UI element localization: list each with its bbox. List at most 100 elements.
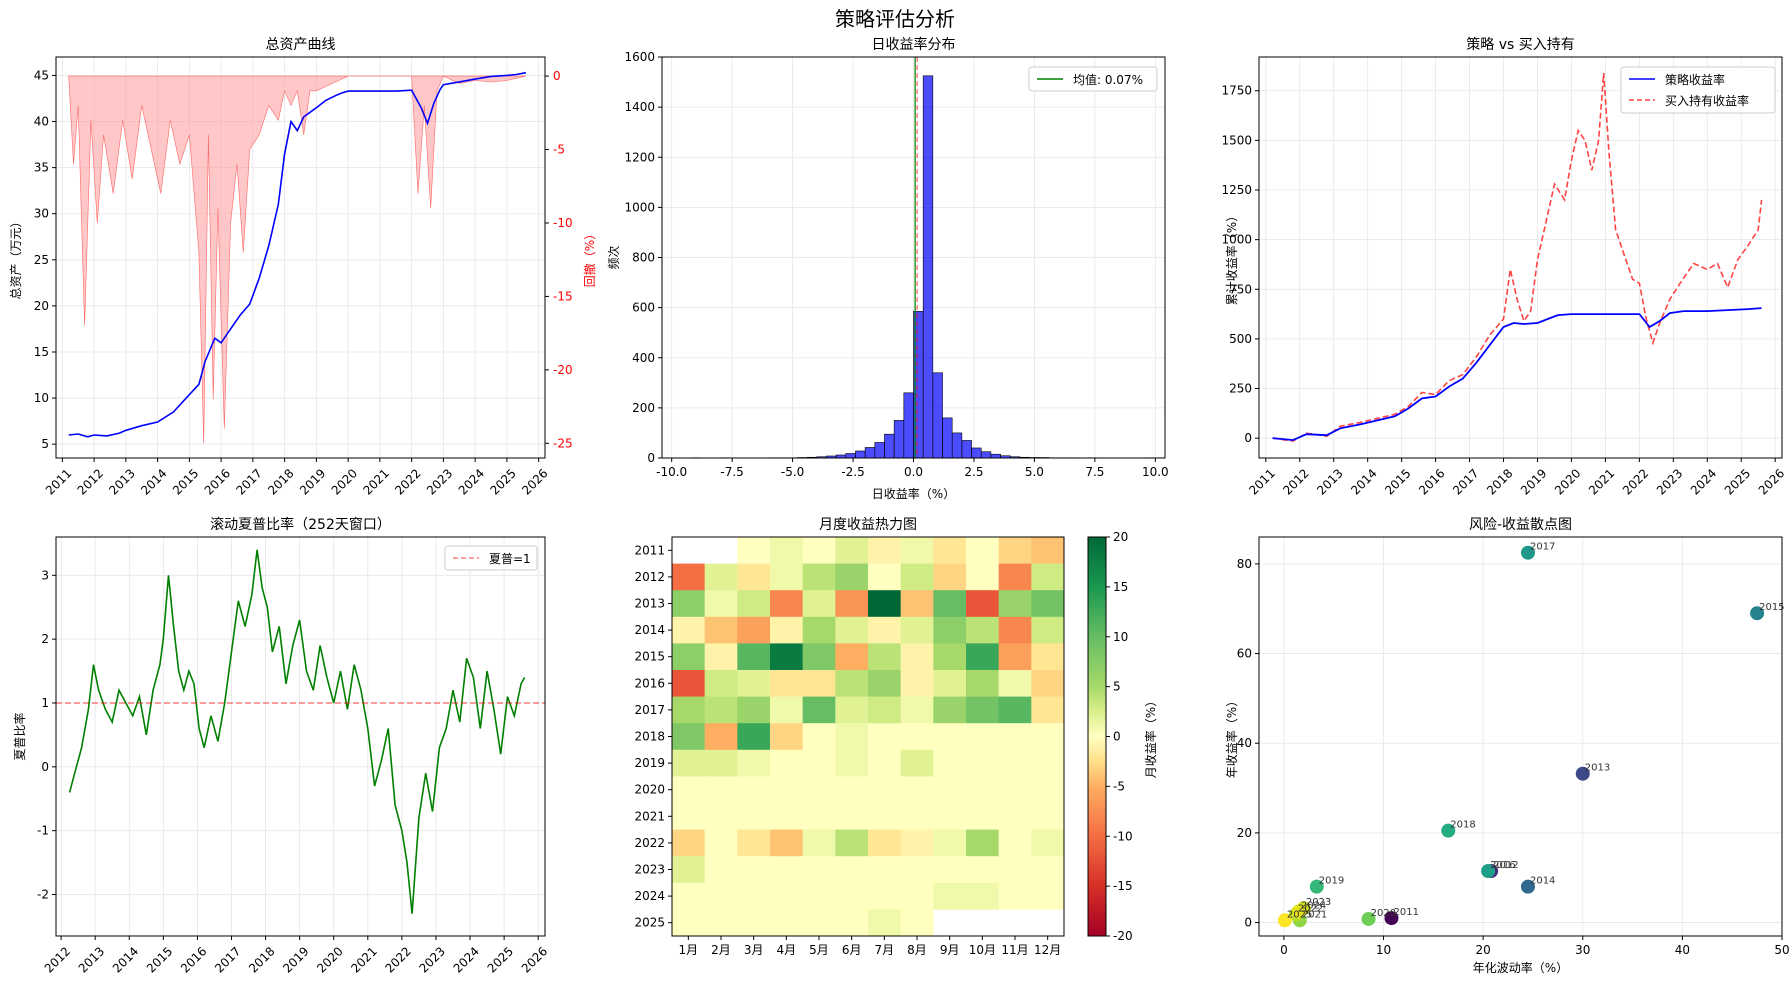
sharpe-y-label: 夏普比率 [12, 712, 27, 760]
heatmap-cell [704, 590, 738, 618]
heatmap-row-label: 2025 [634, 916, 665, 930]
scatter-point-label: 2018 [1450, 820, 1475, 831]
sharpe-title: 滚动夏普比率（252天窗口） [210, 516, 391, 533]
heatmap-cell [704, 696, 738, 724]
equity-y-tick-label: 35 [34, 161, 49, 175]
heatmap-cell [998, 856, 1032, 884]
compare-x-tick-label: 2026 [1756, 466, 1787, 497]
heatmap-cell [900, 563, 934, 591]
hist-bar [971, 447, 982, 459]
compare-strategy-line [1272, 307, 1762, 442]
scatter-point [1750, 606, 1765, 621]
compare-x-tick-label: 2012 [1280, 466, 1311, 497]
equity-x-tick-label: 2012 [75, 466, 106, 497]
heatmap-cell [704, 829, 738, 857]
scatter-point-label: 2021 [1302, 909, 1327, 920]
compare-x-tick-label: 2018 [1484, 466, 1515, 497]
equity-y2-tick-label: -25 [553, 436, 573, 450]
hist-panel: -10.0 -7.5 -5.0 -2.5 0.0 2.5 5.0 7.5 10.0 0 200 400… [607, 36, 1169, 501]
hist-y-tick-label: 200 [632, 401, 655, 415]
scatter-point [1361, 911, 1376, 926]
scatter-x-tick-label: 50 [1774, 943, 1789, 957]
compare-x-tick-label: 2022 [1620, 466, 1651, 497]
heatmap-row-label: 2022 [634, 836, 665, 850]
scatter-x-tick-label: 0 [1280, 943, 1288, 957]
heatmap-cell [704, 882, 738, 910]
heatmap-cell [998, 749, 1032, 777]
hist-x-tick-label: 5.0 [1025, 465, 1044, 479]
equity-x-tick-label: 2020 [329, 466, 360, 497]
scatter-point-label: 2012 [1493, 860, 1518, 871]
heatmap-cell [966, 882, 999, 910]
heatmap-cell [868, 537, 901, 564]
scatter-point-label: 2014 [1530, 876, 1555, 887]
equity-x-tick-label: 2017 [233, 466, 264, 497]
equity-x-tick-label: 2019 [297, 466, 328, 497]
scatter-x-tick-label: 30 [1575, 943, 1590, 957]
hist-bar [864, 447, 876, 459]
compare-legend-box [1620, 66, 1776, 114]
heatmap-cell [802, 670, 836, 697]
hist-bar [874, 442, 885, 459]
heatmap-cell [835, 696, 869, 724]
heatmap-row-label: 2011 [634, 543, 665, 557]
heatmap-cell [672, 909, 705, 937]
heatmap-row-label: 2015 [634, 650, 665, 664]
heatmap-cell [933, 616, 967, 644]
heatmap-cell [672, 723, 705, 751]
sharpe-y-tick-label: 1 [41, 696, 49, 710]
equity-y-tick-label: 45 [34, 68, 49, 82]
equity-y2-label: 回撤（%） [582, 228, 597, 287]
heatmap-row-label: 2019 [634, 756, 665, 770]
heatmap-cell [933, 803, 967, 830]
heatmap-cell [704, 563, 738, 591]
heatmap-colorbar-tick-label: 0 [1113, 730, 1121, 744]
sharpe-legend-label: 夏普=1 [489, 552, 531, 566]
heatmap-cell [966, 749, 999, 777]
heatmap-cell [737, 829, 771, 857]
heatmap-cell [672, 643, 705, 671]
hist-bar [903, 392, 914, 459]
heatmap-cell [704, 723, 738, 751]
heatmap-cell [868, 909, 901, 937]
heatmap-cell [933, 829, 967, 857]
compare-x-tick-label: 2024 [1688, 466, 1719, 497]
heatmap-cell [868, 829, 901, 857]
hist-y-tick-label: 1200 [624, 150, 655, 164]
heatmap-cell [802, 909, 836, 937]
heatmap-cell [1031, 670, 1065, 697]
heatmap-row-label: 2020 [634, 783, 665, 797]
heatmap-cell [802, 590, 836, 618]
heatmap-cell [868, 749, 901, 777]
scatter-title: 风险-收益散点图 [1469, 517, 1572, 533]
heatmap-col-label: 5月 [809, 943, 829, 957]
scatter-y-tick-label: 80 [1237, 557, 1252, 571]
hist-legend-label: 均值: 0.07% [1073, 72, 1143, 87]
equity-x-tick-label: 2025 [487, 466, 518, 497]
heatmap-cell [835, 537, 869, 564]
scatter-point-label: 2015 [1759, 602, 1784, 613]
heatmap-cell [1031, 749, 1065, 777]
heatmap-cell [802, 723, 836, 751]
hist-x-tick-label: -5.0 [781, 465, 804, 479]
heatmap-cell [704, 856, 738, 884]
heatmap-cell [933, 590, 967, 618]
heatmap-cell [737, 856, 771, 884]
hist-bar [855, 450, 866, 459]
equity-x-tick-label: 2022 [392, 466, 423, 497]
heatmap-colorbar [1087, 536, 1107, 937]
heatmap-cell [868, 590, 901, 618]
heatmap-colorbar-tick-label: 15 [1113, 580, 1128, 594]
compare-y-tick-label: 250 [1229, 382, 1252, 396]
heatmap-cell [770, 749, 803, 777]
heatmap-cell [672, 803, 705, 830]
heatmap-cell [704, 909, 738, 937]
heatmap-cell [672, 590, 705, 618]
heatmap-cell [802, 882, 836, 910]
equity-x-tick-label: 2018 [265, 466, 296, 497]
heatmap-cell [835, 643, 869, 671]
heatmap-cell [770, 590, 803, 618]
scatter-point-label: 2023 [1306, 897, 1331, 908]
heatmap-col-label: 1月 [679, 943, 699, 957]
heatmap-cell [704, 749, 738, 777]
